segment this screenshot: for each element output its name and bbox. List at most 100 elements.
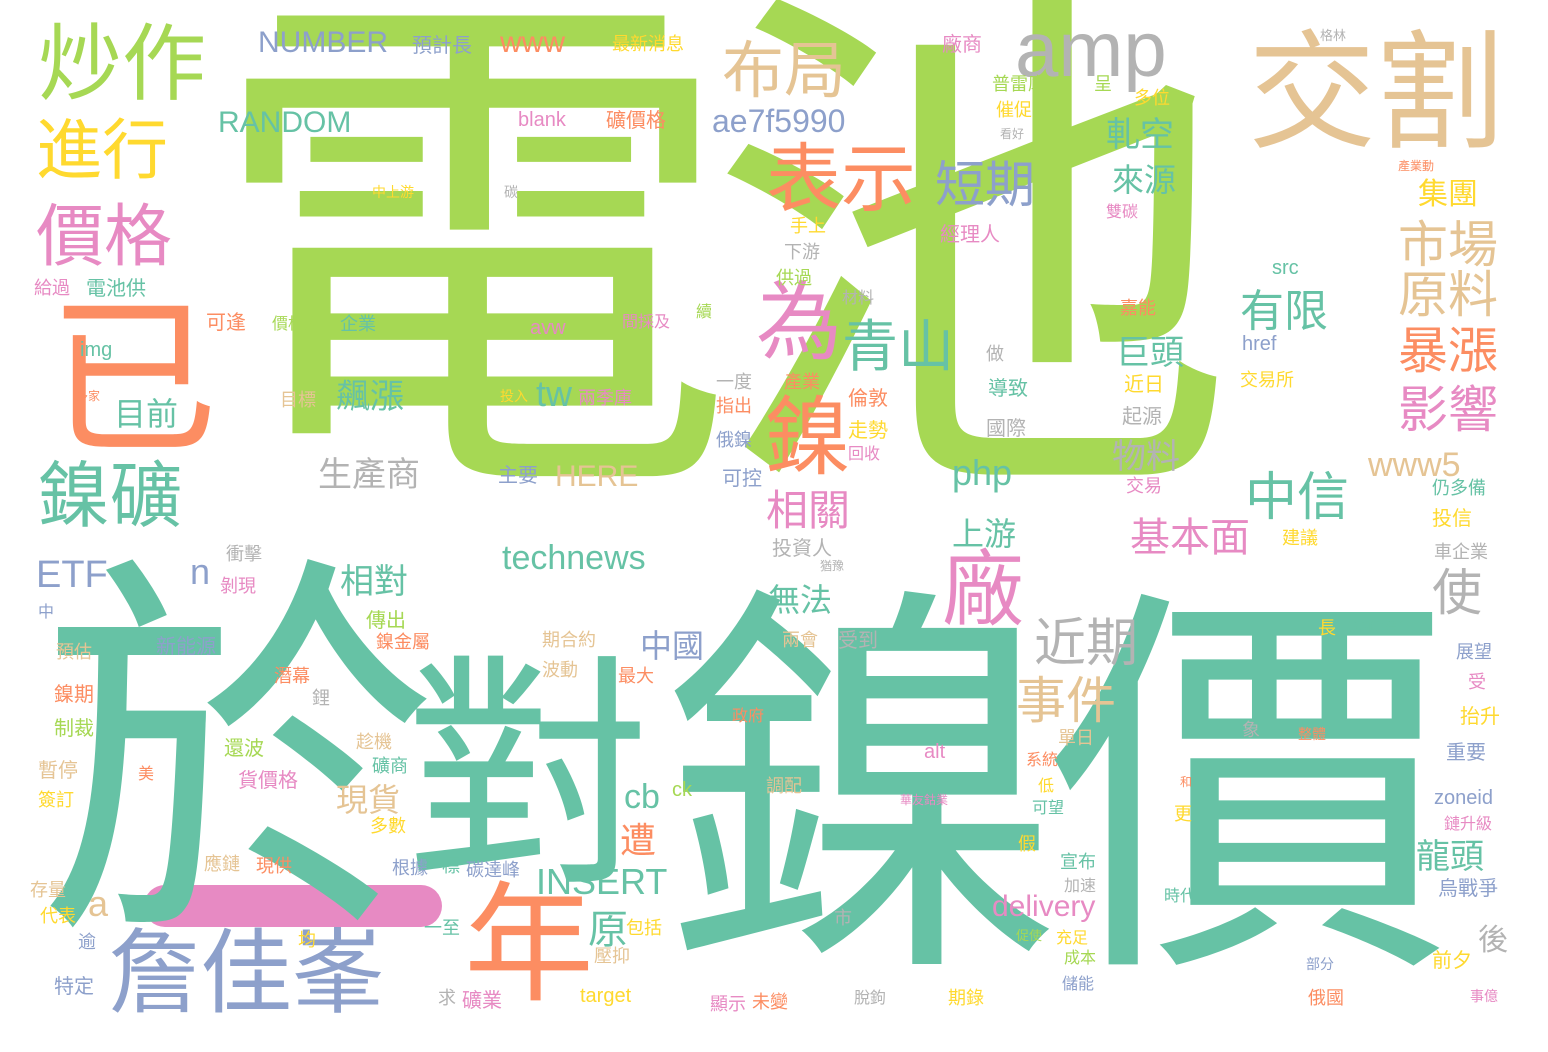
word-mubiao: 目標	[280, 390, 316, 411]
word-boxian: 剝現	[220, 576, 256, 597]
word-wei: 為	[756, 273, 842, 373]
word-shoushang: 手上	[790, 216, 826, 237]
word-zhengti: 整體	[1298, 727, 1326, 743]
word-zuo: 做	[986, 344, 1004, 365]
word-chengben: 成本	[1064, 948, 1097, 967]
word-chongzu: 充足	[1056, 928, 1089, 947]
word-kekong: 可控	[722, 466, 762, 490]
word-kuangye: 礦業	[462, 988, 502, 1012]
word-keféng: 可逢	[206, 310, 246, 334]
word-here: HERE	[555, 460, 639, 493]
word-lianshengji: 鏈升級	[1444, 814, 1493, 833]
word-chaozuo: 炒作	[38, 15, 207, 113]
word-zhengfu: 政府	[732, 706, 765, 725]
word-dui: 對	[405, 635, 652, 921]
word-xiang: 象	[1242, 720, 1260, 741]
word-tuogou: 脫鉤	[854, 988, 887, 1007]
word-gongguo: 供過	[776, 268, 812, 289]
word-jiasu: 加速	[1064, 876, 1097, 895]
word-muqian: 目前	[114, 395, 179, 433]
word-www: www	[500, 26, 565, 59]
word-cheng: 呈	[1094, 74, 1112, 95]
word-duanqi: 短期	[935, 156, 1035, 214]
word-niekuang: 鎳礦	[38, 454, 183, 538]
word-daozhi: 導致	[988, 376, 1028, 400]
word-baokuo: 包括	[626, 918, 662, 939]
word-laiyuan: 來源	[1112, 161, 1177, 199]
word-cheqiye: 車企業	[1434, 542, 1488, 563]
word-n: n	[190, 551, 211, 592]
word-jinqi: 近期	[1034, 614, 1139, 674]
word-jibenmian: 基本面	[1130, 515, 1250, 561]
word-xiayou: 下游	[784, 242, 820, 263]
word-etf: ETF	[36, 554, 108, 596]
word-zhongshangyou: 中上游	[372, 185, 414, 201]
word-alt: alt	[924, 741, 946, 763]
word-chuneng: 儲能	[1062, 974, 1095, 993]
word-kuangshang: 礦商	[372, 756, 408, 777]
word-zoneid: zoneid	[1434, 787, 1493, 809]
word-jiancaiji: 間採及	[622, 312, 671, 331]
word-chang: 廠	[942, 543, 1025, 638]
word-qiyuan: 起源	[1122, 404, 1162, 428]
word-cuicu: 催促	[996, 100, 1032, 121]
word-xuanbu: 宣布	[1060, 852, 1096, 873]
word-cushi: 促使	[1016, 929, 1043, 944]
word-zao: 遭	[620, 821, 657, 862]
word-xinnengyuan: 新能源	[156, 634, 216, 658]
word-yakong: 軋空	[1106, 115, 1174, 155]
bar-mark	[144, 885, 442, 927]
word-he: 和	[1180, 775, 1193, 789]
word-qianmu: 潛幕	[274, 666, 310, 687]
word-href: href	[1242, 333, 1277, 355]
word-lianghui: 兩會	[782, 630, 818, 651]
word-chanye: 產業	[784, 372, 820, 393]
word-bufen: 部分	[1306, 957, 1334, 973]
word-nie: 鎳	[765, 388, 851, 488]
word-yayi: 壓抑	[594, 946, 630, 967]
word-shichang: 市場	[1398, 216, 1498, 274]
word-yuanliao: 原料	[1398, 266, 1498, 324]
word-tw: tw	[536, 373, 572, 414]
word-cb: cb	[624, 778, 660, 816]
word-img: img	[80, 339, 113, 361]
word-zhicai: 制裁	[54, 716, 94, 740]
word-tan: 碳	[504, 185, 518, 201]
word-zhuyao: 主要	[498, 463, 538, 487]
word-www5: www5	[1368, 446, 1461, 484]
word-eguo: 俄國	[1308, 988, 1344, 1009]
word-jinglirén: 經理人	[940, 222, 1000, 246]
word-cunliang: 存量	[30, 880, 66, 901]
word-jiaoyisuo: 交易所	[1240, 370, 1294, 391]
word-zuida: 最大	[618, 666, 654, 687]
word-puleiku: 普雷庫	[992, 74, 1046, 95]
word-random: RANDOM	[218, 106, 352, 139]
word-jituan: 集團	[1418, 177, 1478, 212]
word-lundun: 倫敦	[848, 386, 888, 410]
word-liangjiku: 兩季庫	[578, 388, 632, 409]
word-zhongguo: 中國	[640, 627, 705, 665]
word-dianchi: 電池	[206, 0, 1236, 563]
word-chongji: 衝擊	[226, 544, 262, 565]
word-shuangtan: 雙碳	[1106, 202, 1139, 221]
word-qiye: 企業	[340, 314, 376, 335]
word-daibiao: 代表	[40, 906, 76, 927]
word-mei: 美	[138, 764, 155, 783]
word-chuanchu: 傳出	[366, 608, 406, 632]
word-duojia: 多家	[76, 389, 101, 403]
word-touziren: 投資人	[772, 536, 832, 560]
word-zhichu: 指出	[716, 396, 752, 417]
word-qianding: 簽訂	[38, 790, 74, 811]
word-jiaoge: 交割	[1248, 19, 1505, 168]
word-yizhi: 一至	[424, 918, 460, 939]
word-jinri: 近日	[1124, 372, 1164, 396]
word-qianxi: 前夕	[1432, 948, 1472, 972]
word-jianyi: 建議	[1282, 528, 1318, 549]
word-shou: 受	[1468, 672, 1486, 693]
word-yu2: 逾	[78, 932, 96, 953]
word-qilu: 期錄	[948, 988, 984, 1009]
word-huishou: 回收	[848, 444, 881, 463]
word-zhong: 中	[38, 602, 55, 621]
word-src: src	[1272, 257, 1299, 279]
